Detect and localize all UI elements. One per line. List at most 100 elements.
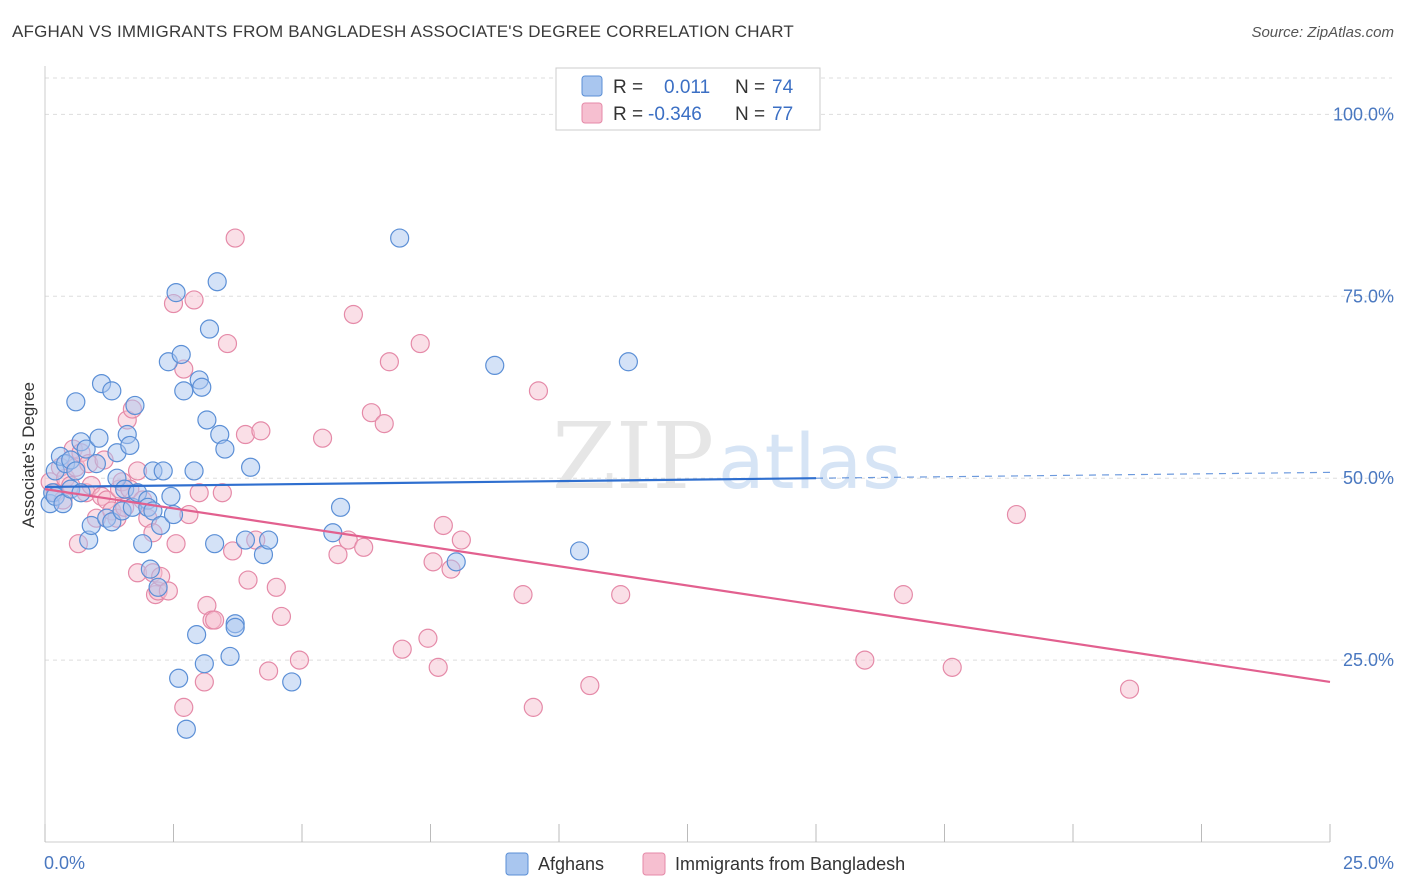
bangladesh-point: [174, 697, 194, 717]
afghans-point: [192, 377, 212, 397]
bangladesh-point: [1006, 504, 1027, 525]
bangladesh-point: [428, 657, 448, 677]
y-tick-label: 50.0%: [1343, 468, 1394, 488]
watermark: ZIP atlas: [552, 403, 902, 510]
bangladesh-point: [343, 304, 363, 325]
legend-n-label-1: N =: [735, 77, 765, 98]
afghans-point: [390, 228, 410, 248]
bangladesh-point: [223, 541, 243, 561]
afghans-point: [76, 439, 96, 459]
bangladesh-point: [354, 537, 374, 557]
y-axis-label: Associate's Degree: [19, 382, 38, 528]
afghans-point: [133, 534, 153, 554]
chart-source: Source: ZipAtlas.com: [1251, 24, 1394, 41]
y-tick-label: 75.0%: [1343, 286, 1394, 306]
afghans-point: [102, 381, 122, 401]
bangladesh-point: [217, 333, 238, 354]
afghans-point: [330, 497, 351, 517]
afghans-point: [161, 486, 181, 506]
legend-swatch-bangladesh: [642, 852, 666, 876]
y-tick-label: 100.0%: [1333, 104, 1394, 124]
watermark-atlas: atlas: [718, 417, 902, 506]
bangladesh-point: [251, 421, 271, 441]
afghans-point: [166, 283, 186, 303]
legend-swatch-pink: [581, 102, 603, 124]
bangladesh-point: [225, 228, 245, 248]
afghans-point: [86, 454, 107, 474]
afghans-point: [125, 395, 145, 416]
x-tick-label: 25.0%: [1343, 853, 1394, 873]
afghans-point: [184, 461, 204, 481]
afghans-point: [569, 541, 590, 561]
afghans-point: [187, 625, 207, 645]
bangladesh-point: [893, 585, 913, 605]
afghans-point: [446, 552, 466, 572]
correlation-legend: R = 0.011 N = 74 R = -0.346 N = 77: [555, 67, 821, 131]
bangladesh-point: [418, 628, 438, 648]
bangladesh-point: [528, 381, 549, 401]
axes: [44, 66, 1331, 843]
afghans-point: [485, 355, 505, 376]
afghans-point: [225, 617, 245, 637]
bangladesh-point: [166, 534, 186, 554]
afghans-point: [174, 381, 194, 401]
y-tick-label: 25.0%: [1343, 650, 1394, 670]
bangladesh-point: [184, 290, 204, 310]
afghans-point: [171, 344, 191, 365]
trend-line-afghans: [44, 477, 817, 489]
afghans-point: [120, 435, 140, 456]
bangladesh-point: [271, 606, 292, 627]
bangladesh-point: [289, 650, 310, 670]
bangladesh-point: [258, 661, 279, 681]
legend-r-label-2: R =: [613, 104, 643, 125]
afghans-point: [151, 515, 171, 536]
bangladesh-point: [194, 672, 214, 692]
afghans-point: [169, 668, 189, 688]
afghans-point: [199, 319, 220, 339]
legend-swatch-afghans: [505, 852, 529, 876]
bangladesh-point: [266, 577, 286, 597]
afghans-point: [148, 577, 168, 597]
chart-title: AFGHAN VS IMMIGRANTS FROM BANGLADESH ASS…: [12, 22, 795, 41]
legend-label-afghans: Afghans: [538, 854, 604, 874]
afghans-point: [215, 439, 235, 459]
afghans-point: [258, 530, 279, 550]
bangladesh-point: [374, 414, 394, 434]
legend-n-value-1: 74: [772, 77, 794, 98]
afghans-point: [205, 534, 225, 554]
bangladesh-point: [361, 403, 381, 423]
legend-r-value-2: -0.346: [648, 104, 702, 125]
afghans-point: [618, 352, 638, 372]
legend-n-value-2: 77: [772, 104, 793, 125]
bangladesh-point: [205, 610, 225, 630]
watermark-zip: ZIP: [552, 403, 714, 510]
afghans-point: [235, 530, 256, 550]
afghans-point: [197, 410, 217, 430]
tick-labels: 25.0% 50.0% 75.0% 100.0% 0.0% 25.0%: [44, 104, 1394, 873]
bangladesh-point: [433, 515, 453, 536]
afghans-point: [153, 461, 173, 481]
legend-swatch-blue: [581, 75, 603, 97]
trend-lines: [44, 471, 1331, 684]
legend-n-label-2: N =: [735, 104, 765, 125]
legend-r-value-1: 0.011: [664, 77, 710, 98]
afghans-point: [89, 428, 109, 448]
afghans-point: [176, 719, 196, 739]
afghans-point: [207, 272, 227, 292]
bangladesh-point: [1119, 679, 1140, 699]
series-legend: Afghans Immigrants from Bangladesh: [505, 852, 905, 876]
bangladesh-point: [238, 570, 258, 590]
bangladesh-point: [855, 650, 875, 670]
bangladesh-point: [392, 639, 412, 659]
afghans-point: [194, 654, 214, 674]
bangladesh-point: [189, 483, 209, 503]
bangladesh-point: [523, 697, 543, 717]
bangladesh-point: [451, 530, 471, 550]
bangladesh-point: [410, 333, 430, 354]
bangladesh-point: [513, 585, 533, 605]
afghans-point: [241, 457, 261, 477]
bangladesh-point: [379, 352, 399, 372]
afghans-point: [282, 672, 302, 692]
trend-line-bangladesh: [44, 488, 1331, 684]
